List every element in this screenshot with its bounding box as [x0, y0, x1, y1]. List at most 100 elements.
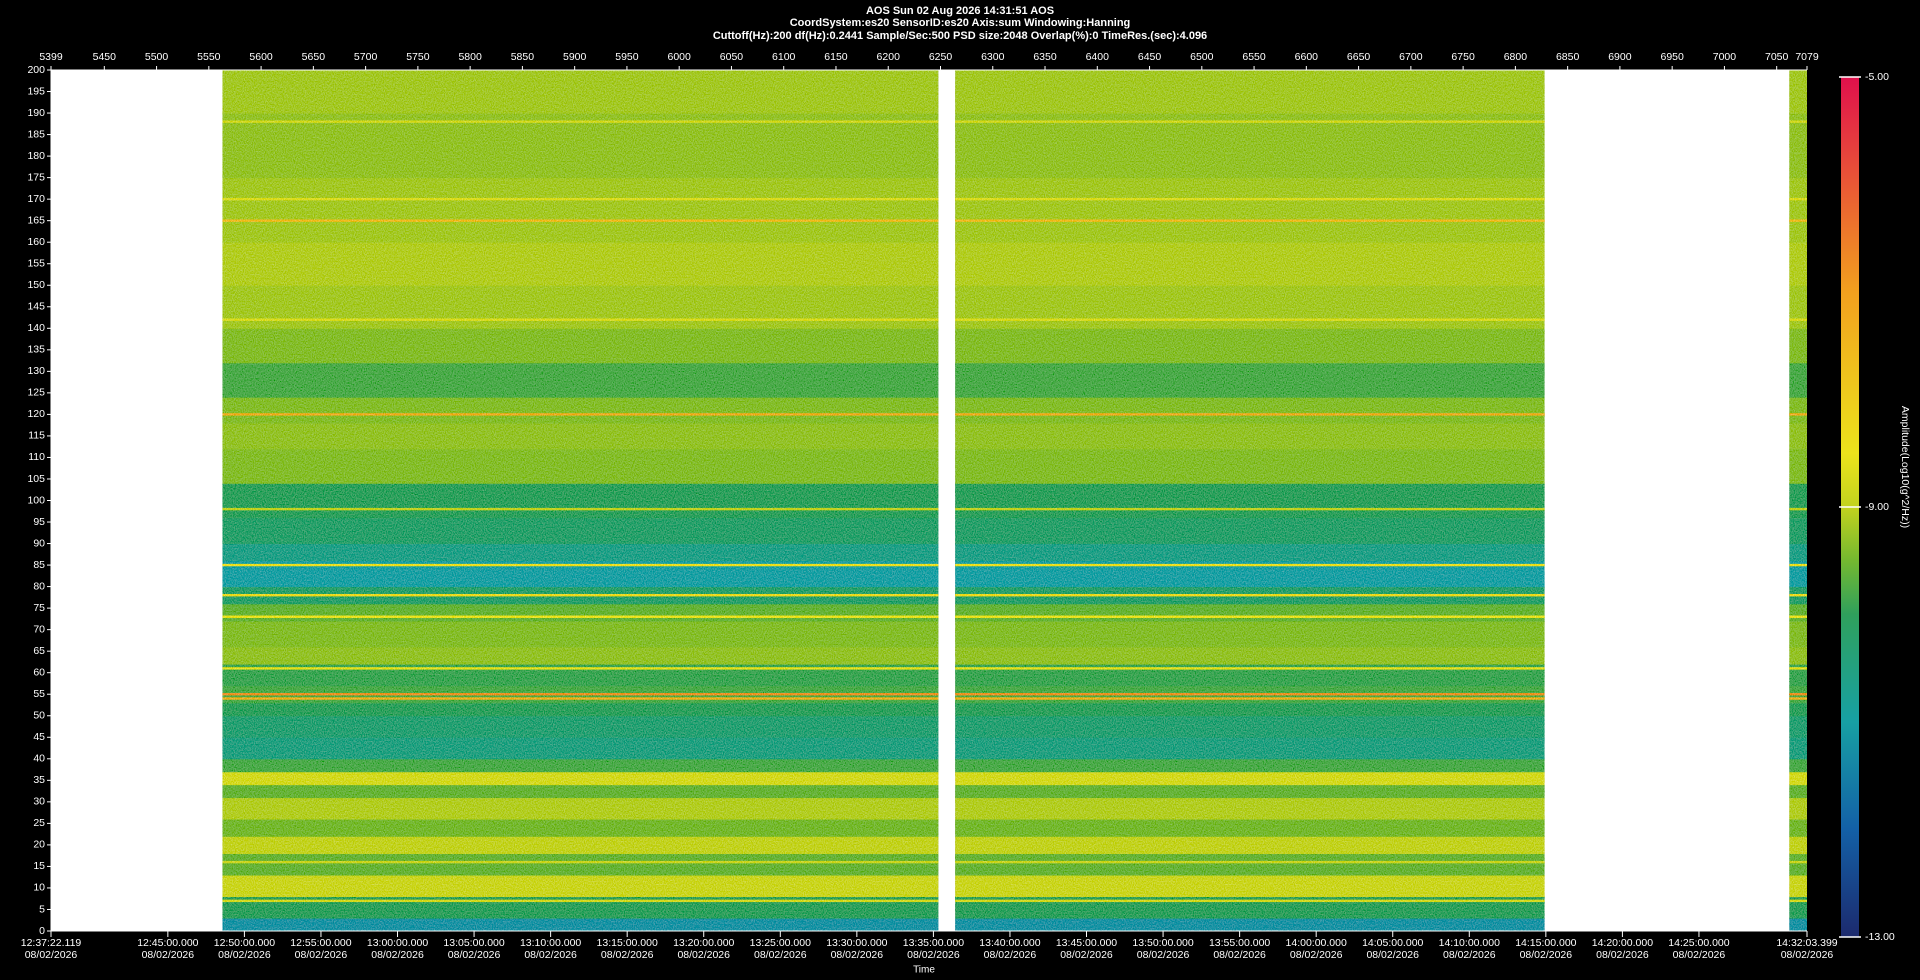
- x2-tick-label: 6450: [1138, 51, 1162, 63]
- spectrogram-band: [955, 646, 1545, 665]
- spectrogram-band: [1789, 448, 1807, 484]
- x-tick-date: 08/02/2026: [524, 949, 577, 961]
- x-tick-label: 12:37:22.119: [21, 937, 82, 949]
- x2-tick-label: 6650: [1347, 51, 1371, 63]
- y-tick-label: 175: [27, 171, 45, 183]
- spectrogram-band: [222, 664, 939, 687]
- x2-tick-label: 6950: [1660, 51, 1684, 63]
- x2-tick-label: 6750: [1451, 51, 1475, 63]
- spectrogram-band: [955, 836, 1545, 855]
- x2-tick-label: 6900: [1608, 51, 1632, 63]
- spectrogram-band: [222, 797, 939, 820]
- spectrogram-band: [1789, 875, 1807, 898]
- x-tick-label: 13:05:00.000: [443, 937, 504, 949]
- x-tick-date: 08/02/2026: [831, 949, 884, 961]
- spectrogram-band: [955, 242, 1545, 286]
- spectrogram-band: [222, 543, 939, 562]
- spectrogram-band: [955, 423, 1545, 450]
- y-tick-label: 150: [27, 279, 45, 291]
- y-tick-label: 135: [27, 344, 45, 356]
- spectrogram-band: [222, 715, 939, 738]
- x-tick-label: 13:15:00.000: [597, 937, 658, 949]
- spectrogram-band: [1789, 113, 1807, 179]
- spectrogram-band: [1789, 664, 1807, 687]
- spectral-line: [1789, 318, 1807, 321]
- spectrogram-band: [1789, 918, 1807, 932]
- spectral-line: [955, 697, 1545, 700]
- spectral-line: [222, 697, 939, 700]
- spectral-line: [1789, 615, 1807, 618]
- x-tick-label: 14:05:00.000: [1362, 937, 1423, 949]
- x-tick-date: 08/02/2026: [218, 949, 271, 961]
- x2-tick-label: 7079: [1795, 51, 1819, 63]
- x2-tick-label: 5500: [145, 51, 169, 63]
- spectrogram-band: [222, 646, 939, 665]
- x-tick-label: 13:40:00.000: [979, 937, 1040, 949]
- x-tick-date: 08/02/2026: [601, 949, 654, 961]
- x-tick-label: 13:50:00.000: [1132, 937, 1193, 949]
- spectral-line: [1789, 197, 1807, 201]
- spectral-line: [955, 594, 1545, 597]
- chart-subtitle: CoordSystem:es20 SensorID:es20 Axis:sum …: [790, 17, 1131, 29]
- colorbar-tick-label: -9.00: [1865, 501, 1889, 513]
- spectrogram-band: [1789, 483, 1807, 519]
- spectral-line: [1789, 413, 1807, 416]
- spectral-line: [955, 120, 1545, 123]
- spectrogram-band: [1789, 702, 1807, 717]
- spectrogram-band: [1789, 603, 1807, 622]
- spectrogram-band: [222, 328, 939, 364]
- x-tick-label: 14:25:00.000: [1668, 937, 1729, 949]
- spectrogram-band: [222, 771, 939, 786]
- x-tick-date: 08/02/2026: [1673, 949, 1726, 961]
- y-tick-label: 70: [33, 623, 45, 635]
- spectrogram-band: [222, 603, 939, 622]
- y-tick-label: 20: [33, 839, 45, 851]
- x-tick-label: 12:55:00.000: [290, 937, 351, 949]
- y-tick-label: 45: [33, 731, 45, 743]
- x-tick-date: 08/02/2026: [1290, 949, 1343, 961]
- spectrogram-image: [222, 70, 1807, 932]
- spectrogram-band: [222, 918, 939, 932]
- y-tick-label: 75: [33, 602, 45, 614]
- x-tick-date: 08/02/2026: [1137, 949, 1190, 961]
- x2-tick-label: 6550: [1242, 51, 1266, 63]
- x2-tick-label: 6700: [1399, 51, 1423, 63]
- spectrogram-band: [955, 603, 1545, 622]
- y-tick-label: 25: [33, 817, 45, 829]
- spectrogram-band: [955, 448, 1545, 484]
- spectrogram-band: [1789, 517, 1807, 545]
- y-tick-label: 115: [28, 430, 45, 442]
- spectral-line: [955, 615, 1545, 618]
- spectral-line: [1789, 219, 1807, 222]
- x-tick-date: 08/02/2026: [754, 949, 807, 961]
- spectrogram-band: [222, 896, 939, 919]
- x-tick-label: 14:20:00.000: [1592, 937, 1653, 949]
- y-tick-label: 155: [27, 258, 45, 270]
- x-tick-label: 13:10:00.000: [520, 937, 581, 949]
- spectrogram-band: [955, 543, 1545, 562]
- spectral-line: [955, 413, 1545, 416]
- spectrogram-band: [222, 853, 939, 876]
- x-tick-date: 08/02/2026: [25, 949, 78, 961]
- spectral-line: [955, 693, 1545, 696]
- spectrogram-band: [222, 177, 939, 243]
- x2-tick-label: 5700: [354, 51, 378, 63]
- spectrogram-band: [1789, 715, 1807, 738]
- x2-tick-label: 6600: [1295, 51, 1319, 63]
- spectral-line: [1789, 667, 1807, 670]
- spectrogram-band: [222, 875, 939, 898]
- spectrogram-band: [222, 113, 939, 179]
- spectrogram-band: [222, 362, 939, 398]
- spectral-line: [1789, 120, 1807, 123]
- x-tick-date: 08/02/2026: [1596, 949, 1649, 961]
- spectrogram-band: [955, 819, 1545, 837]
- x-tick-date: 08/02/2026: [371, 949, 424, 961]
- spectrogram-band: [955, 771, 1545, 786]
- spectral-line: [1789, 860, 1807, 864]
- spectrogram-band: [1789, 242, 1807, 286]
- spectrogram-band: [1789, 896, 1807, 919]
- spectral-line: [222, 413, 939, 416]
- y-tick-label: 80: [33, 580, 45, 592]
- spectrogram-band: [222, 483, 939, 519]
